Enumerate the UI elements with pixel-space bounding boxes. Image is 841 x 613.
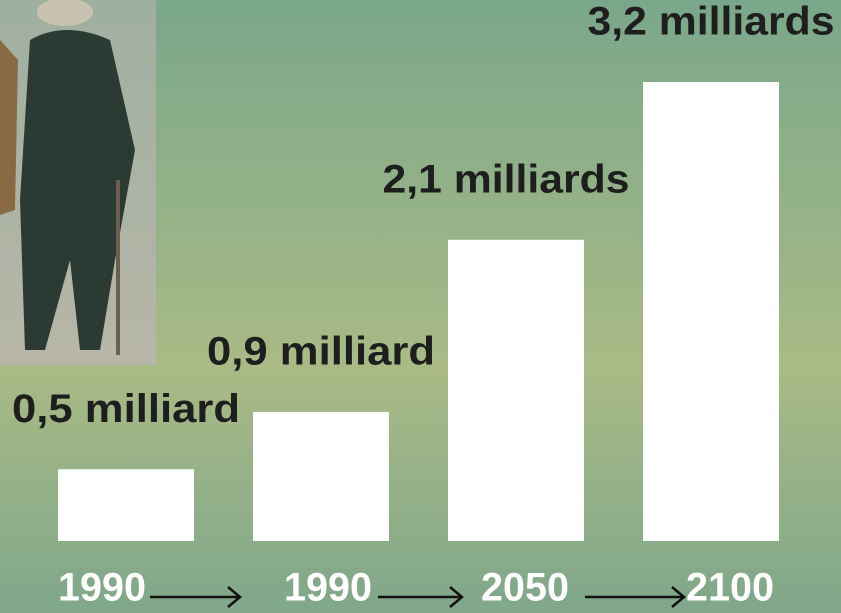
bar <box>448 239 584 541</box>
value-label: 2,1 milliards <box>383 157 630 201</box>
value-label: 3,2 milliards <box>588 0 835 44</box>
x-tick-label: 1990 <box>58 566 146 610</box>
x-tick-label: 2050 <box>481 566 569 610</box>
bar <box>643 82 779 541</box>
photo <box>0 0 156 365</box>
x-tick-label: 1990 <box>284 566 372 610</box>
arrows <box>150 586 686 608</box>
value-label: 0,5 milliard <box>12 387 240 431</box>
bar <box>253 411 389 541</box>
value-label: 0,9 milliard <box>207 329 435 373</box>
bar <box>58 469 194 541</box>
x-tick-label: 2100 <box>686 566 774 610</box>
